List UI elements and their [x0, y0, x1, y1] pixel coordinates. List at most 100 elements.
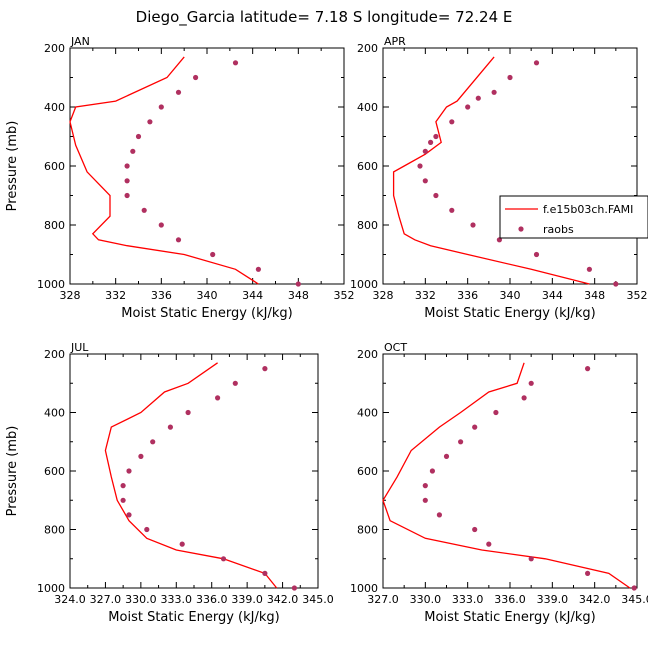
- y-tick-label: 800: [44, 524, 65, 537]
- raobs-point: [215, 395, 221, 401]
- raobs-point: [585, 366, 591, 372]
- raobs-point: [175, 89, 182, 95]
- raobs-point: [449, 119, 455, 125]
- x-tick-label: 344: [542, 289, 563, 302]
- x-tick-label: 328: [60, 289, 81, 302]
- y-tick-label: 200: [44, 42, 65, 55]
- raobs-point: [124, 192, 130, 199]
- y-tick-label: 1000: [37, 582, 65, 595]
- x-tick-label: 327.0: [367, 593, 399, 606]
- raobs-point: [124, 178, 130, 184]
- raobs-point: [138, 453, 144, 459]
- raobs-point: [175, 237, 182, 243]
- raobs-point: [443, 453, 450, 459]
- raobs-point: [472, 424, 478, 430]
- panel-label: JUL: [70, 341, 89, 354]
- raobs-point: [422, 148, 428, 154]
- model-series-line: [104, 362, 278, 589]
- y-tick-label: 800: [44, 219, 65, 232]
- panel-label: APR: [384, 35, 406, 48]
- chart-panel-jan: 328 332 336 340 344 348 352 200 400 600 800 1000 JAN…: [5, 35, 355, 321]
- raobs-point: [158, 222, 164, 228]
- x-tick-label: 332: [105, 289, 126, 302]
- raobs-point: [232, 60, 239, 66]
- legend-obs-swatch: [518, 226, 524, 232]
- x-tick-label: 332: [415, 289, 436, 302]
- raobs-point: [150, 439, 156, 445]
- x-tick-label: 330.0: [410, 593, 442, 606]
- model-series-line: [392, 56, 590, 285]
- raobs-point: [417, 163, 423, 169]
- x-tick-label: 340: [500, 289, 521, 302]
- y-tick-label: 600: [357, 160, 378, 173]
- x-tick-label: 342.0: [267, 593, 299, 606]
- raobs-point: [465, 104, 471, 110]
- x-tick-label: 339.0: [537, 593, 569, 606]
- raobs-point: [449, 207, 455, 213]
- raobs-point: [631, 585, 637, 591]
- y-tick-label: 600: [44, 160, 65, 173]
- raobs-point: [144, 526, 150, 533]
- raobs-point: [120, 497, 126, 503]
- x-tick-label: 330.0: [125, 593, 157, 606]
- raobs-point: [586, 266, 593, 272]
- raobs-point: [126, 468, 132, 474]
- x-tick-label: 345.0: [621, 593, 648, 606]
- raobs-point: [491, 89, 497, 95]
- raobs-point: [470, 222, 476, 228]
- y-tick-label: 1000: [350, 582, 378, 595]
- y-tick-label: 400: [357, 101, 378, 114]
- x-tick-label: 327.0: [90, 593, 122, 606]
- y-tick-label: 200: [357, 348, 378, 361]
- raobs-point: [458, 439, 464, 445]
- legend-obs-label: raobs: [543, 223, 574, 236]
- raobs-point: [220, 556, 227, 562]
- raobs-point: [613, 281, 619, 287]
- raobs-point: [528, 556, 534, 562]
- page-title: Diego_Garcia latitude= 7.18 S longitude=…: [136, 8, 513, 27]
- raobs-point: [433, 133, 439, 140]
- y-tick-label: 800: [357, 219, 378, 232]
- raobs-point: [429, 468, 435, 474]
- x-tick-label: 345.0: [302, 593, 334, 606]
- y-tick-label: 200: [44, 348, 65, 361]
- raobs-point: [493, 409, 499, 416]
- raobs-point: [210, 251, 216, 258]
- raobs-point: [422, 178, 428, 184]
- x-tick-label: 344: [242, 289, 263, 302]
- x-tick-label: 339.0: [231, 593, 263, 606]
- x-axis-label: Moist Static Energy (kJ/kg): [121, 306, 292, 321]
- raobs-point: [486, 541, 492, 547]
- plot-frame: [382, 353, 638, 589]
- x-axis-label: Moist Static Energy (kJ/kg): [424, 306, 595, 321]
- y-tick-label: 400: [44, 407, 65, 420]
- x-tick-label: 348: [584, 289, 605, 302]
- raobs-point: [436, 512, 442, 518]
- panel-label: JAN: [70, 35, 90, 48]
- x-tick-label: 336: [151, 289, 172, 302]
- legend: f.e15b03ch.FAMI raobs: [499, 195, 648, 239]
- y-tick-label: 1000: [37, 278, 65, 291]
- raobs-point: [193, 74, 199, 81]
- raobs-point: [124, 163, 130, 169]
- y-tick-label: 800: [357, 524, 378, 537]
- x-tick-label: 340: [197, 289, 218, 302]
- raobs-point: [422, 483, 428, 489]
- chart-panel-oct: 327.0 330.0 333.0 336.0 339.0 342.0 345.0 200 40…: [350, 341, 648, 625]
- y-axis-label: Pressure (mb): [5, 121, 20, 212]
- x-tick-label: 352: [334, 289, 355, 302]
- y-tick-label: 1000: [350, 278, 378, 291]
- y-tick-label: 400: [44, 101, 65, 114]
- raobs-point: [141, 207, 147, 213]
- x-tick-label: 324.0: [54, 593, 86, 606]
- raobs-point: [126, 512, 132, 518]
- x-tick-label: 333.0: [161, 593, 193, 606]
- raobs-point: [130, 148, 136, 154]
- x-axis-label: Moist Static Energy (kJ/kg): [424, 610, 595, 625]
- raobs-point: [475, 95, 481, 101]
- raobs-point: [422, 497, 428, 503]
- raobs-point: [528, 380, 534, 386]
- raobs-point: [185, 409, 191, 416]
- raobs-point: [232, 380, 238, 386]
